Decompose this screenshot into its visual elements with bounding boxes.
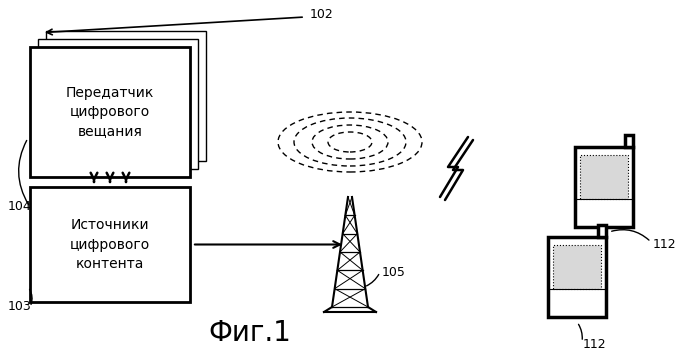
- Text: 103: 103: [8, 300, 31, 313]
- Bar: [625, 135, 633, 147]
- Bar: [46, 31, 206, 161]
- Bar: [548, 237, 606, 317]
- Bar: [553, 245, 601, 289]
- Text: 105: 105: [382, 265, 406, 278]
- Text: Фиг.1: Фиг.1: [208, 319, 291, 347]
- Text: Передатчик
цифрового
вещания: Передатчик цифрового вещания: [66, 85, 154, 139]
- Text: 104: 104: [8, 201, 31, 214]
- Text: Источники
цифрового
контента: Источники цифрового контента: [70, 218, 150, 271]
- Text: 112: 112: [653, 239, 677, 252]
- Bar: [580, 155, 628, 199]
- Text: 112: 112: [583, 338, 607, 352]
- Text: 102: 102: [310, 8, 333, 21]
- Bar: [575, 147, 633, 227]
- Bar: [30, 187, 190, 302]
- Bar: [598, 225, 606, 237]
- Bar: [30, 47, 190, 177]
- Bar: [38, 39, 198, 169]
